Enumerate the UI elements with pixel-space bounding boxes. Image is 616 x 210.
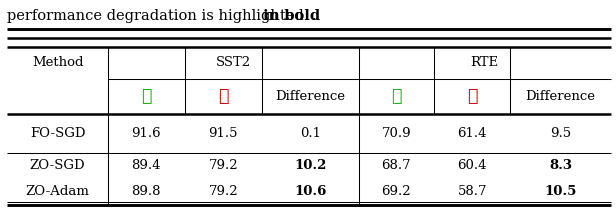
Text: 10.5: 10.5: [545, 185, 577, 198]
Text: ✓: ✓: [391, 88, 402, 105]
Text: 91.6: 91.6: [131, 127, 161, 140]
Text: 10.6: 10.6: [294, 185, 326, 198]
Text: 79.2: 79.2: [208, 159, 238, 172]
Text: ✗: ✗: [218, 88, 229, 105]
Text: in bold: in bold: [263, 9, 320, 24]
Text: 61.4: 61.4: [458, 127, 487, 140]
Text: Difference: Difference: [275, 90, 345, 103]
Text: 89.8: 89.8: [132, 185, 161, 198]
Text: RTE: RTE: [471, 56, 499, 70]
Text: 68.7: 68.7: [381, 159, 411, 172]
Text: performance degradation is highlighted: performance degradation is highlighted: [7, 9, 309, 24]
Text: .: .: [312, 9, 316, 24]
Text: 69.2: 69.2: [381, 185, 411, 198]
Text: ZO-SGD: ZO-SGD: [30, 159, 86, 172]
Text: FO-SGD: FO-SGD: [30, 127, 86, 140]
Text: 60.4: 60.4: [458, 159, 487, 172]
Text: 0.1: 0.1: [299, 127, 321, 140]
Text: 70.9: 70.9: [381, 127, 411, 140]
Text: 79.2: 79.2: [208, 185, 238, 198]
Text: 89.4: 89.4: [132, 159, 161, 172]
Text: ZO-Adam: ZO-Adam: [26, 185, 89, 198]
Text: 9.5: 9.5: [550, 127, 571, 140]
Text: Method: Method: [32, 56, 83, 70]
Text: 58.7: 58.7: [458, 185, 487, 198]
Text: ✗: ✗: [467, 88, 477, 105]
Text: Difference: Difference: [525, 90, 596, 103]
Text: SST2: SST2: [216, 56, 251, 70]
Text: ✓: ✓: [141, 88, 152, 105]
Text: 91.5: 91.5: [209, 127, 238, 140]
Text: 8.3: 8.3: [549, 159, 572, 172]
Text: 10.2: 10.2: [294, 159, 326, 172]
